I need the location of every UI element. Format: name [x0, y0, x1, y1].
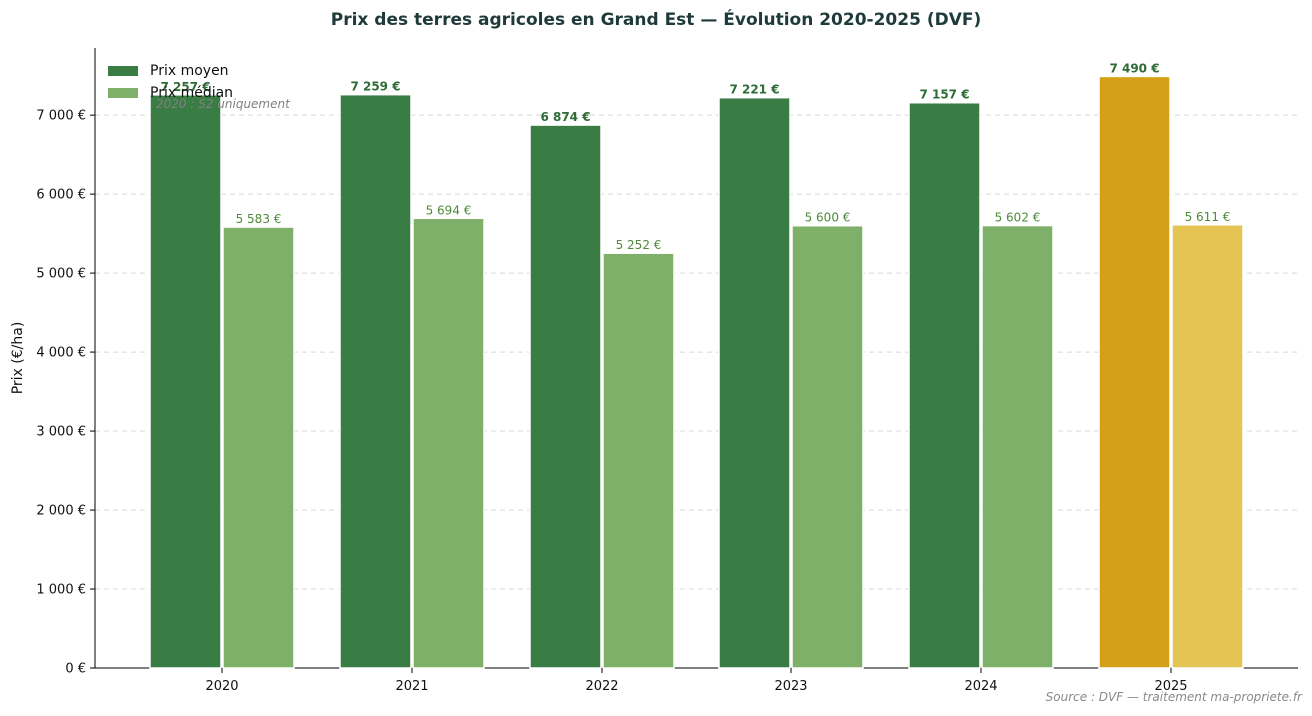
y-tick-label: 7 000 €	[36, 109, 86, 124]
y-tick-label: 4 000 €	[36, 346, 86, 361]
y-tick-label: 2 000 €	[36, 504, 86, 519]
x-tick-label: 2023	[774, 679, 807, 694]
bar-prix-median	[981, 224, 1054, 669]
data-label-prix-moyen: 7 490 €	[1109, 61, 1159, 75]
data-label-prix-moyen: 7 257 €	[160, 80, 210, 94]
legend-item-mean: Prix moyen	[108, 60, 233, 82]
x-tick-label: 2022	[585, 679, 618, 694]
legend-swatch-median	[108, 88, 138, 98]
legend-swatch-mean	[108, 66, 138, 76]
data-label-prix-median: 5 600 €	[805, 211, 851, 225]
data-label-prix-median: 5 611 €	[1185, 210, 1231, 224]
bar-prix-median	[222, 226, 295, 669]
bar-prix-moyen	[529, 124, 602, 669]
y-tick-label: 6 000 €	[36, 188, 86, 203]
bar-prix-moyen	[149, 94, 222, 669]
chart-title: Prix des terres agricoles en Grand Est —…	[330, 10, 982, 30]
data-label-prix-median: 5 602 €	[995, 211, 1041, 225]
legend-label-mean: Prix moyen	[150, 63, 229, 79]
data-label-prix-moyen: 7 259 €	[350, 80, 400, 94]
data-label-prix-median: 5 252 €	[616, 238, 662, 252]
bar-prix-median	[412, 217, 485, 669]
x-tick-label: 2021	[395, 679, 428, 694]
bar-prix-moyen	[339, 93, 412, 669]
annotation-note: 2020 : S2 uniquement	[156, 97, 290, 111]
data-label-prix-moyen: 6 874 €	[540, 110, 590, 124]
data-label-prix-median: 5 583 €	[236, 212, 282, 226]
legend: Prix moyen Prix médian	[108, 60, 233, 104]
legend-item-median: Prix médian	[108, 82, 233, 104]
y-tick-label: 0 €	[65, 662, 86, 677]
x-tick-label: 2024	[964, 679, 997, 694]
bar-prix-median	[602, 252, 675, 669]
bar-prix-median	[791, 224, 864, 669]
data-label-prix-median: 5 694 €	[426, 203, 472, 217]
legend-label-median: Prix médian	[150, 85, 234, 101]
bar-prix-moyen	[1098, 75, 1171, 669]
bar-prix-median	[1171, 224, 1244, 669]
data-label-prix-moyen: 7 221 €	[729, 83, 779, 97]
bar-prix-moyen	[908, 101, 981, 669]
data-label-prix-moyen: 7 157 €	[919, 88, 969, 102]
y-tick-label: 3 000 €	[36, 425, 86, 440]
source-note: Source : DVF — traitement ma-propriete.f…	[1045, 690, 1302, 704]
y-axis-label: Prix (€/ha)	[10, 321, 26, 395]
y-tick-label: 5 000 €	[36, 267, 86, 282]
y-tick-label: 1 000 €	[36, 583, 86, 598]
x-tick-label: 2020	[205, 679, 238, 694]
x-tick-label: 2025	[1154, 679, 1187, 694]
bar-prix-moyen	[718, 96, 791, 669]
